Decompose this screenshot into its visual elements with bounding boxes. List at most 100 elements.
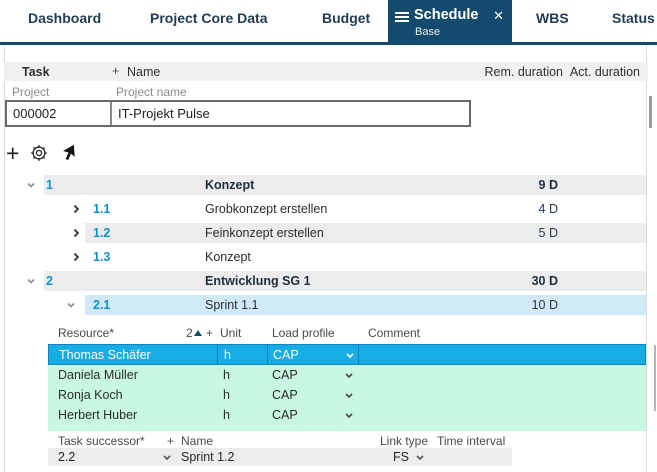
tab-dashboard[interactable]: Dashboard xyxy=(28,10,102,26)
task-name[interactable]: Sprint 1.1 xyxy=(205,298,259,312)
column-name[interactable]: Name xyxy=(127,65,161,79)
task-name[interactable]: Feinkonzept erstellen xyxy=(205,226,324,240)
pane-border xyxy=(4,47,5,472)
chevron-down-icon[interactable] xyxy=(26,276,36,286)
cursor-icon[interactable] xyxy=(59,143,77,163)
resource-load-profile[interactable]: CAP xyxy=(272,388,298,402)
tab-project-core-data[interactable]: Project Core Data xyxy=(150,10,268,26)
row-highlight xyxy=(85,223,646,243)
tab-status[interactable]: Status xyxy=(612,10,655,26)
row-highlight xyxy=(85,295,646,315)
successor-number[interactable]: 2.2 xyxy=(58,450,76,464)
successor-link-type[interactable]: FS xyxy=(393,450,409,464)
tab-wbs[interactable]: WBS xyxy=(536,10,569,26)
column-comment[interactable]: Comment xyxy=(368,326,421,340)
column-task[interactable]: Task xyxy=(22,65,50,79)
task-rem-duration: 5 D xyxy=(538,226,558,240)
resource-load-profile[interactable]: CAP xyxy=(272,408,298,422)
task-number[interactable]: 2.1 xyxy=(93,298,111,312)
dropdown-chevron-icon[interactable] xyxy=(344,371,354,381)
task-row[interactable]: 2 Entwicklung SG 1 30 D xyxy=(0,271,646,291)
resource-row[interactable]: Ronja Koch h CAP xyxy=(48,385,646,405)
column-time-interval[interactable]: Time interval xyxy=(437,434,506,448)
tab-budget[interactable]: Budget xyxy=(322,10,371,26)
successor-name[interactable]: Sprint 1.2 xyxy=(181,450,235,464)
successor-table-header: Task successor* + Name Link type Time in… xyxy=(0,434,646,449)
chevron-right-icon[interactable] xyxy=(71,252,81,262)
resource-row[interactable]: Daniela Müller h CAP xyxy=(48,365,646,385)
task-name[interactable]: Konzept xyxy=(205,250,251,264)
row-highlight xyxy=(44,271,646,291)
cell-divider xyxy=(217,345,218,364)
resource-unit[interactable]: h xyxy=(223,388,230,402)
dropdown-chevron-icon[interactable] xyxy=(415,453,425,463)
add-successor-icon[interactable]: + xyxy=(167,434,175,448)
resource-unit[interactable]: h xyxy=(223,368,230,382)
tab-schedule-label: Schedule xyxy=(414,7,479,23)
tab-schedule-sublabel: Base xyxy=(415,26,441,38)
dropdown-chevron-icon[interactable] xyxy=(344,391,354,401)
task-rem-duration: 9 D xyxy=(538,178,558,192)
task-row-selected[interactable]: 2.1 Sprint 1.1 10 D xyxy=(0,295,646,315)
task-row[interactable]: 1 Konzept 9 D xyxy=(0,175,646,195)
menu-icon[interactable] xyxy=(395,12,409,24)
task-number[interactable]: 1.2 xyxy=(93,226,111,240)
project-id-label: Project xyxy=(12,85,50,99)
project-name-field[interactable]: IT-Projekt Pulse xyxy=(118,106,210,121)
task-rem-duration: 4 D xyxy=(538,202,558,216)
resource-load-profile[interactable]: CAP xyxy=(272,368,298,382)
resource-unit[interactable]: h xyxy=(223,408,230,422)
settings-gear-icon[interactable] xyxy=(29,143,49,163)
chevron-down-icon[interactable] xyxy=(66,300,76,310)
resource-row[interactable]: Herbert Huber h CAP xyxy=(48,405,646,425)
resource-load-profile[interactable]: CAP xyxy=(273,348,299,362)
column-name[interactable]: Name xyxy=(181,434,214,448)
sort-indicator[interactable]: 2 xyxy=(186,326,193,340)
tab-schedule[interactable]: Schedule ✕ Base xyxy=(388,0,512,45)
close-icon[interactable]: ✕ xyxy=(493,8,504,23)
column-rem-duration[interactable]: Rem. duration xyxy=(484,65,563,79)
column-resource[interactable]: Resource* xyxy=(58,326,115,340)
toolbar: + xyxy=(6,140,77,166)
resource-row-selected[interactable]: Thomas Schäfer h CAP xyxy=(48,344,646,365)
resource-unit[interactable]: h xyxy=(224,348,231,362)
task-name[interactable]: Konzept xyxy=(205,178,255,192)
resource-name[interactable]: Ronja Koch xyxy=(58,388,123,402)
cell-divider xyxy=(267,345,268,364)
resource-name[interactable]: Daniela Müller xyxy=(58,368,138,382)
dropdown-chevron-icon[interactable] xyxy=(345,351,355,361)
resource-table-header: Resource* 2 + Unit Load profile Comment xyxy=(0,326,646,341)
add-resource-icon[interactable]: + xyxy=(206,326,214,340)
column-act-duration[interactable]: Act. duration xyxy=(569,65,640,79)
dropdown-chevron-icon[interactable] xyxy=(162,453,172,463)
column-load-profile[interactable]: Load profile xyxy=(272,326,335,340)
task-name[interactable]: Grobkonzept erstellen xyxy=(205,202,328,216)
pane-border xyxy=(646,45,647,472)
vertical-scrollbar-thumb[interactable] xyxy=(649,96,652,128)
task-number[interactable]: 1.3 xyxy=(93,250,111,264)
task-row[interactable]: 1.1 Grobkonzept erstellen 4 D xyxy=(0,199,646,219)
column-link-type[interactable]: Link type xyxy=(380,434,429,448)
chevron-right-icon[interactable] xyxy=(71,228,81,238)
task-row[interactable]: 1.3 Konzept xyxy=(0,247,646,267)
resource-table-footer xyxy=(48,425,646,431)
column-task-successor[interactable]: Task successor* xyxy=(58,434,145,448)
task-number[interactable]: 1.1 xyxy=(93,202,111,216)
task-number[interactable]: 2 xyxy=(46,274,53,288)
task-number[interactable]: 1 xyxy=(46,178,53,192)
task-rem-duration: 30 D xyxy=(531,274,558,288)
resource-name[interactable]: Thomas Schäfer xyxy=(59,348,151,362)
resource-name[interactable]: Herbert Huber xyxy=(58,408,138,422)
add-icon[interactable]: + xyxy=(6,140,20,166)
task-row[interactable]: 1.2 Feinkonzept erstellen 5 D xyxy=(0,223,646,243)
inner-scrollbar-thumb[interactable] xyxy=(654,345,656,411)
column-unit[interactable]: Unit xyxy=(220,326,242,340)
chevron-down-icon[interactable] xyxy=(26,180,36,190)
add-column-icon[interactable]: + xyxy=(112,64,120,78)
dropdown-chevron-icon[interactable] xyxy=(344,411,354,421)
task-name[interactable]: Entwicklung SG 1 xyxy=(205,274,311,288)
successor-row[interactable]: 2.2 Sprint 1.2 FS xyxy=(48,448,512,466)
chevron-right-icon[interactable] xyxy=(71,204,81,214)
project-id-field[interactable]: 000002 xyxy=(7,102,112,125)
project-name-label: Project name xyxy=(116,85,187,99)
